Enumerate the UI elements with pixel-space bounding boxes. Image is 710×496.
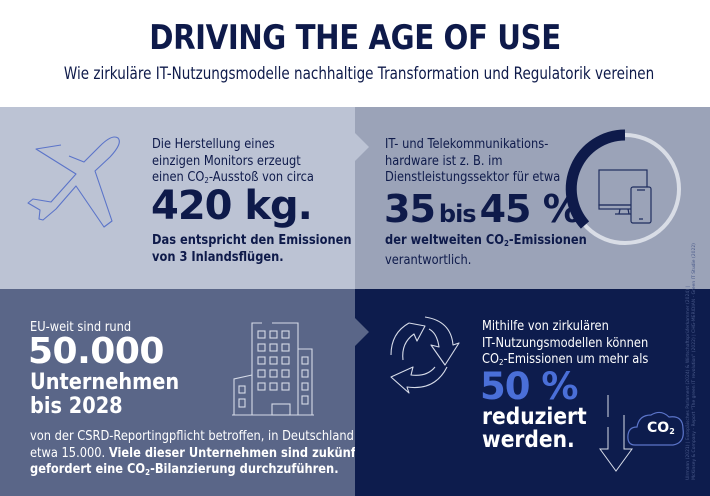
cloud-co2-label: CO2: [647, 420, 675, 436]
panel-csrd: EU-weit sind rund 50.000 Unternehmen bis…: [0, 289, 355, 496]
airplane-icon: [27, 136, 120, 228]
it-big-range: 35 bis 45 %: [384, 187, 581, 231]
csrd-line2: etwa 15.000. Viele dieser Unternehmen si…: [30, 445, 355, 461]
it-text-line1: IT- und Telekommunikations-: [385, 137, 549, 152]
reduction-big-value: 50 %: [480, 365, 578, 408]
down-arrow-icon: [599, 395, 633, 472]
reduction-line2: IT-Nutzungsmodellen können: [482, 335, 649, 351]
monitor-text-line1: Die Herstellung eines: [152, 137, 275, 152]
page-subtitle: Wie zirkuläre IT-Nutzungsmodelle nachhal…: [63, 64, 655, 83]
csrd-line3: gefordert eine CO2-Bilanzierung durchzuf…: [30, 462, 339, 477]
it-last-line: verantwortlich.: [385, 252, 472, 268]
devices-donut-icon: [565, 129, 681, 245]
reduction-line1: Mithilfe von zirkulären: [482, 319, 609, 334]
monitor-text-line3: einen CO2-Ausstoß von circa: [152, 170, 314, 185]
page-title: DRIVING THE AGE OF USE: [149, 18, 561, 58]
header: DRIVING THE AGE OF USE Wie zirkuläre IT-…: [0, 0, 710, 107]
csrd-big-line3: bis 2028: [30, 394, 123, 419]
panel-arrow-notch: [355, 133, 369, 161]
reduction-bold-line1: reduziert: [482, 404, 587, 430]
it-text-line3: Dienstleistungssektor für etwa: [385, 170, 561, 185]
panel-monitor-emissions: Die Herstellung eines einzigen Monitors …: [0, 107, 355, 289]
monitor-big-value: 420 kg.: [151, 183, 313, 229]
it-text-line2: hardware ist z. B. im: [385, 153, 503, 169]
csrd-big-value: 50.000: [28, 331, 164, 372]
monitor-text-line2: einzigen Monitors erzeugt: [152, 153, 301, 169]
csrd-big-line2: Unternehmen: [30, 370, 180, 395]
csrd-intro: EU-weit sind rund: [30, 320, 132, 335]
it-bold-line: der weltweiten CO2-Emissionen: [385, 233, 587, 248]
recycle-arrows-icon: [390, 316, 460, 394]
co2-cloud-icon: [627, 411, 684, 446]
reduction-line3: CO2-Emissionen um mehr als: [482, 352, 649, 367]
reduction-bold-line2: werden.: [482, 427, 575, 453]
panel-it-share: IT- und Telekommunikations- hardware ist…: [355, 107, 710, 289]
monitor-bold-line1: Das entspricht den Emissionen: [152, 233, 352, 248]
panel-reduction: Mithilfe von zirkulären IT-Nutzungsmodel…: [355, 289, 710, 496]
sources-note: Ulrmann (2021) | Europäisches Parlament …: [686, 243, 697, 480]
office-building-icon: [232, 322, 314, 416]
monitor-bold-line2: von 3 Inlandsflügen.: [152, 249, 284, 265]
csrd-line1: von der CSRD-Reportingpflicht betroffen,…: [30, 429, 354, 444]
panel-arrow-notch: [355, 318, 369, 346]
